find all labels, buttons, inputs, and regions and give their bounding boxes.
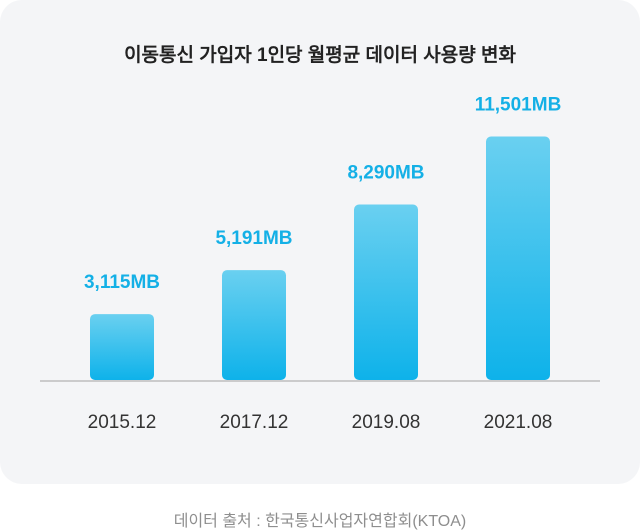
value-label-2015.12: 3,115MB (84, 272, 160, 293)
bar-2017.12 (222, 270, 286, 380)
bar-2019.08 (354, 204, 418, 380)
source-note: 데이터 출처 : 한국통신사업자연합회(KTOA) (173, 513, 467, 530)
labels-group: 3,115MB 2015.12 5,191MB 2017.12 8,290MB 2019.… (84, 95, 561, 433)
value-label-2019.08: 8,290MB (347, 163, 424, 184)
chart-title: 이동통신 가입자 1인당 월평균 데이터 사용량 변화 (124, 45, 516, 66)
x-tick-label-2015.12: 2015.12 (88, 412, 157, 433)
bar-chart: 3,115MB 2015.12 5,191MB 2017.12 8,290MB 2019.… (40, 95, 600, 433)
value-label-2017.12: 5,191MB (215, 228, 292, 249)
bars-group (90, 136, 550, 380)
x-tick-label-2021.08: 2021.08 (484, 412, 553, 433)
x-tick-label-2019.08: 2019.08 (352, 412, 421, 433)
value-label-2021.08: 11,501MB (475, 95, 562, 116)
bar-2021.08 (486, 136, 550, 380)
x-tick-label-2017.12: 2017.12 (220, 412, 289, 433)
bar-2015.12 (90, 314, 154, 380)
